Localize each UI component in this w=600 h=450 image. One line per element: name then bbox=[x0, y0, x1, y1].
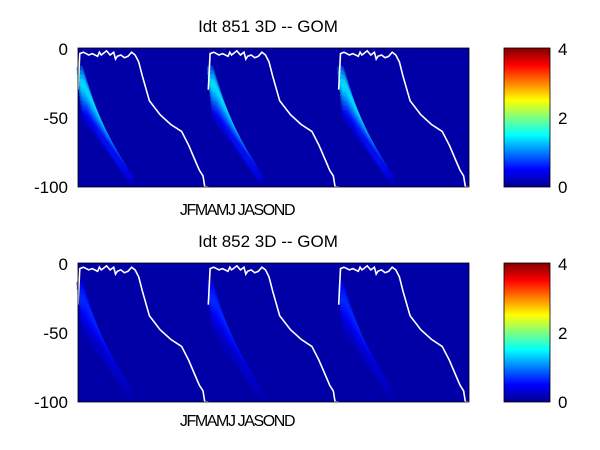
panel-1-colorbar-tick-4: 4 bbox=[558, 40, 567, 59]
mixed-layer-line bbox=[337, 264, 469, 403]
panel-1-title: Idt 851 3D -- GOM bbox=[198, 17, 338, 36]
panel-2-title: Idt 852 3D -- GOM bbox=[198, 232, 338, 251]
panel-1-ytick-0: 0 bbox=[59, 40, 68, 59]
panel-1: Idt 851 3D -- GOM 0 -50 -100 JFMAMJ JASO… bbox=[34, 17, 568, 219]
panel-2-heatmap bbox=[76, 262, 470, 403]
panel-1-ytick-100: -100 bbox=[34, 178, 68, 197]
panel-1-xlabel: JFMAMJ JASOND bbox=[180, 202, 295, 219]
panel-2-colorbar-tick-0: 0 bbox=[558, 393, 567, 412]
panel-2-ytick-100: -100 bbox=[34, 393, 68, 412]
plume-streak bbox=[81, 114, 136, 184]
panel-2-ytick-0: 0 bbox=[59, 255, 68, 274]
panel-1-heatmap bbox=[76, 47, 470, 188]
mixed-layer-line bbox=[77, 49, 209, 188]
panel-1-colorbar-tick-2: 2 bbox=[558, 109, 567, 128]
panel-2-colorbar-tick-4: 4 bbox=[558, 255, 567, 274]
heatmap-background bbox=[78, 263, 469, 402]
panel-2-ytick-50: -50 bbox=[43, 324, 68, 343]
heatmap-frame bbox=[77, 47, 470, 188]
panel-2: Idt 852 3D -- GOM 0 -50 -100 JFMAMJ JASO… bbox=[34, 232, 568, 430]
plume-streak bbox=[211, 329, 266, 399]
heatmap-background bbox=[78, 48, 469, 187]
heatmap-frame bbox=[77, 262, 470, 403]
mixed-layer-line bbox=[207, 264, 339, 403]
plume-streak bbox=[81, 329, 136, 399]
panel-1-colorbar: 4 2 0 bbox=[503, 40, 567, 197]
mixed-layer-line bbox=[77, 264, 209, 403]
panel-2-colorbar-tick-2: 2 bbox=[558, 324, 567, 343]
mixed-layer-line bbox=[207, 49, 339, 188]
panel-2-colorbar: 4 2 0 bbox=[503, 255, 567, 412]
panel-1-ytick-50: -50 bbox=[43, 109, 68, 128]
plume-streak bbox=[342, 114, 396, 184]
plume-streak bbox=[342, 329, 396, 399]
panel-2-xlabel: JFMAMJ JASOND bbox=[180, 413, 295, 430]
panel-1-colorbar-strip bbox=[503, 47, 551, 188]
mixed-layer-line bbox=[337, 49, 469, 188]
panel-2-colorbar-strip bbox=[503, 262, 551, 403]
panel-1-colorbar-tick-0: 0 bbox=[558, 178, 567, 197]
plume-streak bbox=[211, 114, 266, 184]
